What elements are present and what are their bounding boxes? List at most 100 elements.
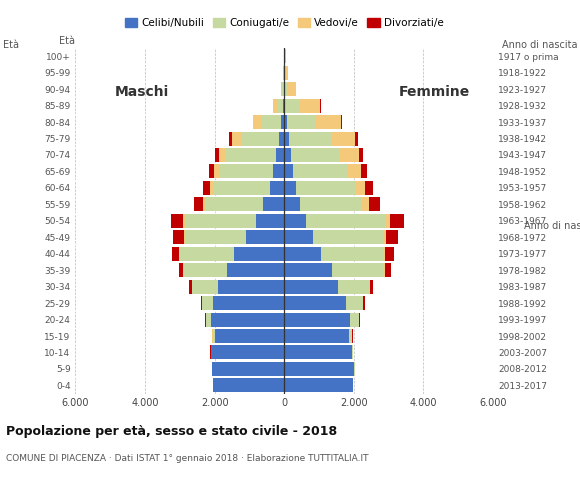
Bar — [284, 148, 291, 162]
Bar — [332, 263, 385, 277]
Bar — [386, 230, 398, 244]
Bar — [284, 115, 287, 129]
Bar — [241, 132, 279, 145]
Bar — [279, 132, 284, 145]
Bar — [362, 197, 369, 211]
Bar — [369, 280, 370, 294]
Bar — [206, 312, 211, 326]
Bar — [203, 197, 206, 211]
Text: COMUNE DI PIACENZA · Dati ISTAT 1° gennaio 2018 · Elaborazione TUTTITALIA.IT: COMUNE DI PIACENZA · Dati ISTAT 1° genna… — [6, 454, 368, 463]
Bar — [212, 329, 215, 343]
Bar — [218, 280, 284, 294]
Bar — [246, 230, 284, 244]
Bar — [256, 214, 284, 228]
Text: Anno di nascita: Anno di nascita — [502, 40, 577, 50]
Bar — [179, 263, 183, 277]
Bar — [213, 165, 219, 179]
Bar — [252, 115, 253, 129]
Bar — [284, 98, 285, 113]
Bar — [347, 165, 361, 179]
Bar — [284, 329, 349, 343]
Bar — [284, 346, 352, 360]
Bar — [390, 214, 404, 228]
Text: Età: Età — [59, 36, 75, 47]
Bar — [284, 296, 346, 310]
Bar — [288, 82, 296, 96]
Bar — [183, 214, 185, 228]
Text: Età: Età — [3, 40, 19, 50]
Bar — [263, 197, 284, 211]
Bar — [289, 132, 332, 145]
Bar — [291, 148, 340, 162]
Bar — [210, 181, 214, 195]
Bar — [383, 230, 386, 244]
Bar — [355, 181, 365, 195]
Bar — [359, 312, 360, 326]
Bar — [277, 98, 283, 113]
Bar — [306, 214, 386, 228]
Bar — [386, 214, 390, 228]
Bar — [172, 247, 179, 261]
Bar — [215, 329, 284, 343]
Bar — [206, 197, 263, 211]
Text: Popolazione per età, sesso e stato civile - 2018: Popolazione per età, sesso e stato civil… — [6, 425, 337, 438]
Bar — [202, 296, 213, 310]
Bar — [226, 148, 276, 162]
Bar — [184, 230, 185, 244]
Bar — [283, 98, 284, 113]
Text: Femmine: Femmine — [399, 84, 470, 98]
Bar — [281, 82, 282, 96]
Bar — [285, 49, 286, 63]
Bar — [281, 115, 284, 129]
Bar — [213, 296, 284, 310]
Bar — [365, 181, 372, 195]
Bar — [209, 165, 213, 179]
Bar — [385, 247, 394, 261]
Bar — [189, 280, 191, 294]
Bar — [369, 197, 380, 211]
Bar — [355, 132, 358, 145]
Bar — [299, 197, 362, 211]
Bar — [219, 148, 226, 162]
Bar — [284, 378, 353, 392]
Bar — [285, 82, 288, 96]
Bar — [260, 115, 281, 129]
Bar — [282, 82, 284, 96]
Bar — [349, 329, 352, 343]
Bar — [273, 98, 277, 113]
Bar — [340, 148, 358, 162]
Bar — [212, 362, 284, 376]
Bar — [192, 280, 218, 294]
Bar — [214, 181, 270, 195]
Bar — [284, 181, 296, 195]
Bar — [340, 115, 342, 129]
Bar — [211, 346, 284, 360]
Bar — [284, 362, 354, 376]
Bar — [332, 132, 355, 145]
Bar — [185, 214, 256, 228]
Bar — [313, 230, 383, 244]
Bar — [284, 132, 289, 145]
Bar — [183, 263, 227, 277]
Bar — [316, 115, 340, 129]
Bar — [229, 132, 231, 145]
Bar — [205, 312, 206, 326]
Legend: Celibi/Nubili, Coniugati/e, Vedovi/e, Divorziati/e: Celibi/Nubili, Coniugati/e, Vedovi/e, Di… — [121, 13, 448, 32]
Bar — [361, 165, 367, 179]
Bar — [173, 230, 184, 244]
Bar — [273, 165, 284, 179]
Bar — [171, 214, 183, 228]
Bar — [276, 148, 284, 162]
Bar — [284, 165, 293, 179]
Bar — [270, 181, 284, 195]
Bar — [293, 165, 347, 179]
Bar — [284, 280, 338, 294]
Bar — [299, 98, 320, 113]
Bar — [284, 247, 321, 261]
Bar — [285, 66, 288, 80]
Bar — [253, 115, 260, 129]
Bar — [201, 296, 202, 310]
Bar — [227, 263, 284, 277]
Bar — [284, 263, 332, 277]
Bar — [234, 247, 284, 261]
